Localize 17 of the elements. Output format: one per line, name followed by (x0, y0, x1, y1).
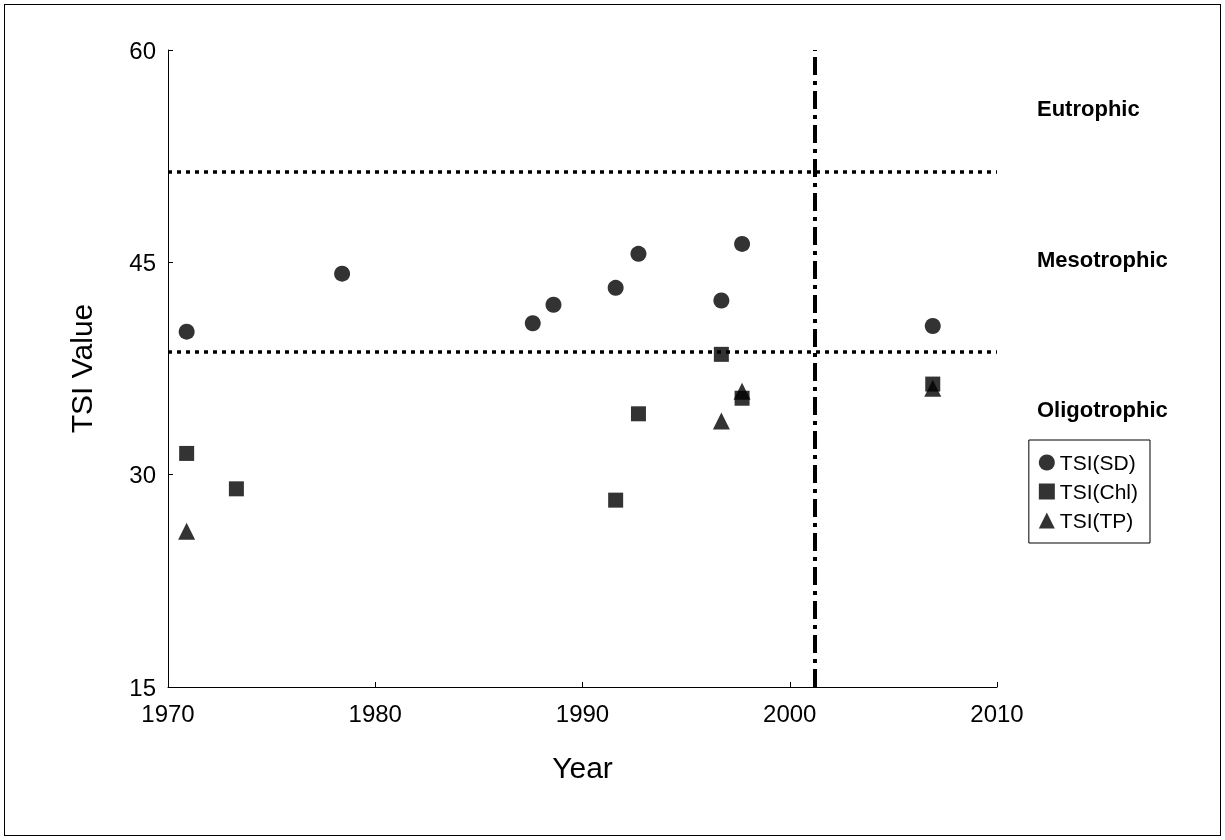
x-tick-label: 1980 (348, 699, 402, 727)
text: Mesotrophic (1037, 247, 1168, 273)
x-tick-label: 2000 (763, 699, 817, 727)
legend-label: TSI(Chl) (1059, 480, 1139, 503)
y-tick-label: 30 (129, 461, 156, 489)
y-tick-label: 45 (129, 248, 156, 276)
x-tick-label: 1970 (141, 699, 195, 727)
legend-label: TSI(TP) (1059, 509, 1134, 532)
legend-label: TSI(SD) (1059, 451, 1136, 474)
y-tick-label: 60 (129, 36, 156, 64)
x-tick-label: 2010 (970, 699, 1024, 727)
x-axis-title: Year (552, 750, 613, 784)
y-axis-title: TSI Value (64, 303, 98, 434)
text: Oligotrophic (1037, 397, 1168, 423)
y-tick-label: 15 (129, 673, 156, 701)
text: Eutrophic (1037, 96, 1140, 122)
x-tick-label: 1990 (555, 699, 610, 727)
